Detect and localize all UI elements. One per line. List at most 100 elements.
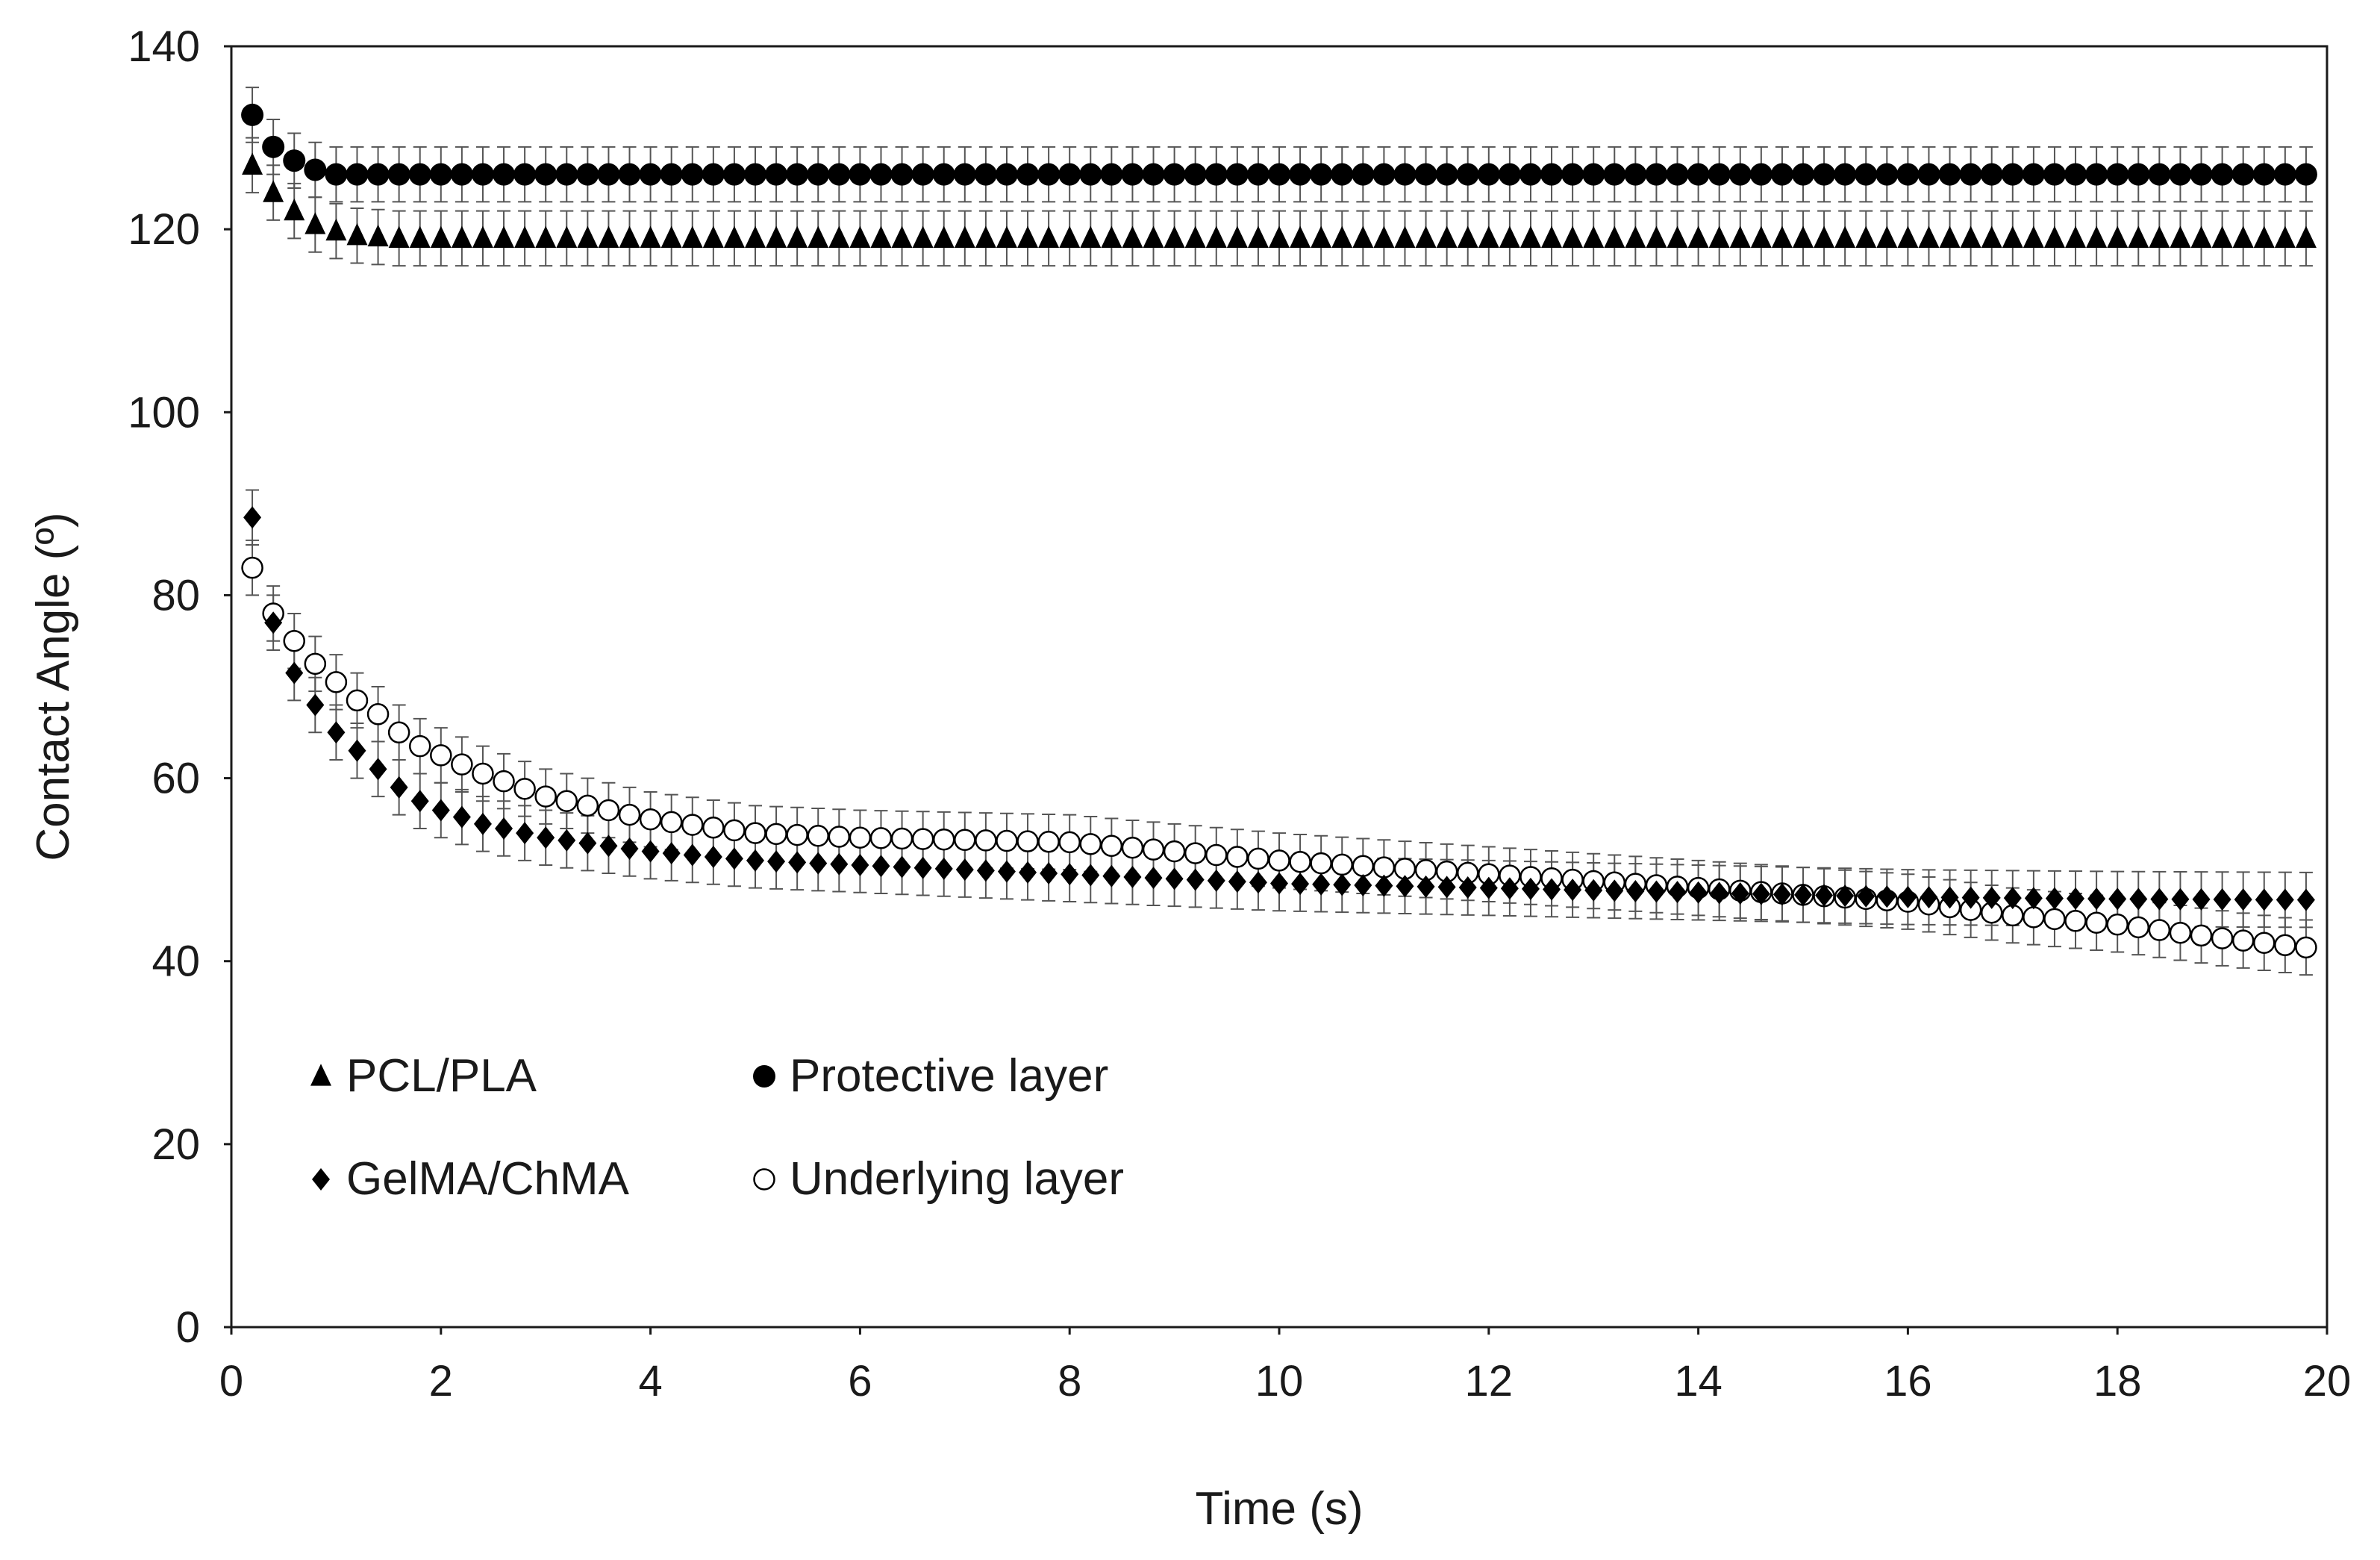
point-protective-layer: [722, 163, 746, 186]
point-pcl-pla: [1226, 225, 1248, 248]
point-pcl-pla: [577, 225, 599, 248]
point-gelma-chma: [1836, 884, 1855, 908]
point-protective-layer: [2022, 163, 2045, 186]
point-pcl-pla: [1436, 225, 1458, 248]
point-gelma-chma: [1228, 870, 1246, 893]
point-underlying-layer: [1016, 830, 1039, 852]
point-gelma-chma: [1040, 862, 1058, 885]
point-gelma-chma: [1899, 885, 1917, 908]
point-protective-layer: [534, 163, 557, 186]
point-pcl-pla: [1960, 225, 1981, 248]
point-gelma-chma: [1772, 883, 1791, 906]
point-pcl-pla: [242, 152, 263, 175]
point-protective-layer: [1414, 163, 1437, 186]
point-pcl-pla: [1834, 225, 1856, 248]
point-pcl-pla: [2295, 225, 2317, 248]
point-protective-layer: [429, 163, 452, 186]
point-protective-layer: [1834, 163, 1857, 186]
point-pcl-pla: [1729, 225, 1751, 248]
point-pcl-pla: [954, 225, 975, 248]
point-underlying-layer: [2190, 924, 2213, 947]
point-protective-layer: [1184, 163, 1207, 186]
point-pcl-pla: [2253, 225, 2275, 248]
point-gelma-chma: [1437, 876, 1456, 899]
point-underlying-layer: [765, 823, 787, 846]
point-underlying-layer: [2211, 927, 2234, 949]
point-pcl-pla: [1667, 225, 1688, 248]
point-underlying-layer: [2148, 919, 2171, 941]
y-tick-label: 120: [128, 205, 200, 254]
point-pcl-pla: [2023, 225, 2044, 248]
point-protective-layer: [555, 163, 578, 186]
point-gelma-chma: [955, 858, 974, 882]
point-gelma-chma: [2129, 887, 2148, 911]
point-underlying-layer: [346, 689, 369, 712]
point-protective-layer: [304, 158, 327, 181]
point-protective-layer: [911, 163, 934, 186]
point-underlying-layer: [681, 814, 704, 836]
point-pcl-pla: [1394, 225, 1416, 248]
point-gelma-chma: [662, 842, 681, 865]
point-pcl-pla: [2128, 225, 2149, 248]
point-gelma-chma: [872, 855, 890, 878]
point-protective-layer: [681, 163, 704, 186]
point-gelma-chma: [683, 843, 702, 867]
point-pcl-pla: [975, 225, 996, 248]
legend-label-pcl-pla: PCL/PLA: [346, 1050, 537, 1102]
point-protective-layer: [1121, 163, 1144, 186]
point-pcl-pla: [598, 225, 619, 248]
point-pcl-pla: [702, 225, 724, 248]
point-protective-layer: [493, 163, 516, 186]
point-protective-layer: [2043, 163, 2066, 186]
point-gelma-chma: [578, 832, 597, 855]
point-gelma-chma: [1479, 876, 1498, 899]
point-gelma-chma: [1417, 875, 1435, 898]
point-underlying-layer: [1121, 836, 1144, 859]
point-protective-layer: [639, 163, 662, 186]
point-gelma-chma: [1584, 879, 1603, 902]
point-protective-layer: [1205, 163, 1228, 186]
point-protective-layer: [1813, 163, 1836, 186]
point-pcl-pla: [1499, 225, 1520, 248]
point-pcl-pla: [1708, 225, 1730, 248]
point-protective-layer: [1372, 163, 1396, 186]
point-protective-layer: [2127, 163, 2150, 186]
point-pcl-pla: [2274, 225, 2296, 248]
point-pcl-pla: [870, 225, 892, 248]
point-protective-layer: [2231, 163, 2255, 186]
point-pcl-pla: [1247, 225, 1269, 248]
point-gelma-chma: [830, 852, 849, 876]
point-pcl-pla: [409, 225, 431, 248]
legend-marker-underlying-layer: [753, 1168, 775, 1191]
point-pcl-pla: [2086, 225, 2108, 248]
point-pcl-pla: [263, 180, 284, 202]
point-underlying-layer: [576, 794, 599, 817]
point-pcl-pla: [1478, 225, 1499, 248]
point-protective-layer: [1352, 163, 1375, 186]
point-protective-layer: [1268, 163, 1290, 186]
point-gelma-chma: [746, 849, 764, 872]
point-underlying-layer: [1205, 843, 1228, 867]
point-gelma-chma: [243, 506, 262, 529]
point-gelma-chma: [1333, 873, 1352, 896]
point-gelma-chma: [976, 859, 995, 882]
point-underlying-layer: [890, 827, 913, 850]
point-gelma-chma: [2192, 887, 2211, 911]
point-protective-layer: [1037, 163, 1061, 186]
point-pcl-pla: [284, 198, 305, 221]
point-protective-layer: [1603, 163, 1626, 186]
point-gelma-chma: [410, 790, 429, 813]
point-gelma-chma: [306, 693, 325, 717]
point-protective-layer: [241, 103, 264, 126]
point-gelma-chma: [1249, 871, 1267, 894]
point-gelma-chma: [369, 758, 387, 781]
markers-layer: [241, 103, 2317, 959]
point-underlying-layer: [807, 825, 829, 847]
point-underlying-layer: [849, 826, 872, 849]
point-gelma-chma: [725, 847, 743, 870]
point-underlying-layer: [1331, 853, 1353, 876]
point-protective-layer: [2211, 163, 2234, 186]
point-protective-layer: [995, 163, 1018, 186]
